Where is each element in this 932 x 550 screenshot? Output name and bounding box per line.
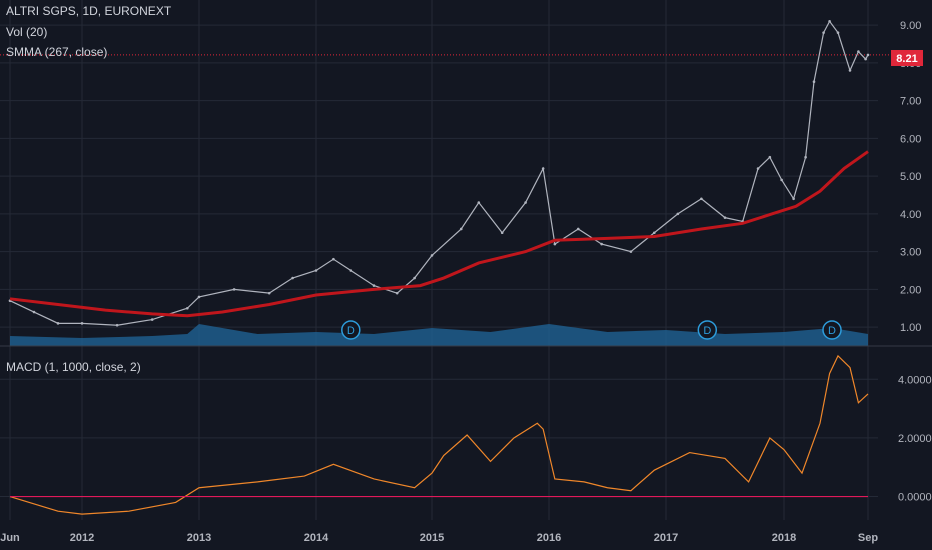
price-point [768,155,772,159]
price-point [459,227,463,231]
y-tick-label: 9.00 [900,20,921,32]
price-point [629,250,633,253]
y-tick-label: 2.00 [900,284,921,296]
price-series [8,20,870,327]
grid [0,0,890,520]
dividend-marker [697,320,718,340]
x-tick-label: 2018 [772,532,796,544]
price-point [848,69,852,72]
price-point [332,257,335,261]
price-point [524,201,527,204]
price-point [500,231,504,235]
price-point [314,269,318,272]
y-tick-label: 7.00 [900,96,921,108]
price-point [700,197,703,201]
axes: Jun 2012 2013 2014 2015 2016 2017 2018 Sep 1.00 2.… [0,20,931,544]
price-point [600,242,603,246]
legend-macd[interactable]: MACD (1, 1000, close, 2) [6,360,141,374]
price-point [413,276,416,280]
volume-fill [10,324,868,346]
price-point [804,155,807,159]
price-point [56,322,60,325]
price-point [430,254,434,257]
price-point [267,291,271,295]
price-point [723,216,727,219]
price-point [150,318,154,321]
dividend-marker-label: D [828,325,836,337]
price-point [232,288,236,291]
price-point [676,212,680,216]
x-tick-label: 2012 [70,532,94,544]
x-tick-label: Sep [858,532,878,544]
smma-line [9,150,869,318]
macd-y-tick-label: 4.0000 [898,374,932,386]
x-tick-label: Jun [0,532,20,544]
macd-y-tick-label: 2.0000 [898,433,932,445]
price-point [857,50,860,53]
price-point [653,231,656,235]
price-point [828,20,831,23]
price-point [576,227,580,231]
price-point [822,31,825,34]
price-point [372,284,376,287]
price-point [780,178,783,182]
y-tick-label: 3.00 [900,247,921,259]
price-point [477,201,481,204]
price-point [836,31,840,34]
price-point [395,291,399,295]
price-point [553,242,557,246]
smma-path [9,150,869,318]
macd-series [9,354,869,515]
price-point [792,197,795,201]
x-tick-label: 2017 [654,532,678,544]
price-point [186,306,189,310]
dividend-marker [341,320,361,340]
dividend-marker [822,320,842,340]
price-point [541,167,545,170]
price-point [80,322,84,325]
last-price-value: 8.21 [896,53,917,65]
x-tick-label: 2016 [537,532,561,544]
price-point [291,276,294,280]
x-tick-label: 2015 [420,532,444,544]
price-point [197,295,201,299]
price-point [756,167,760,170]
y-tick-label: 4.00 [900,209,921,221]
price-point [349,269,353,272]
last-price-badge-bg [891,50,923,66]
legend-volume[interactable]: Vol (20) [6,25,48,39]
macd-y-tick-label: 0.0000 [898,492,932,504]
legend-smma[interactable]: SMMA (267, close) [6,45,108,59]
x-tick-label: 2014 [304,532,329,544]
price-point [115,323,119,327]
price-point [32,310,36,314]
y-tick-label: 1.00 [900,322,921,334]
y-tick-label: 5.00 [900,171,921,183]
y-tick-label: 6.00 [900,133,921,145]
macd-line [9,354,869,515]
x-tick-label: 2013 [187,532,211,544]
price-point [866,53,870,57]
last-price-badge: 8.21 [891,50,923,66]
volume-area [10,324,868,346]
legend-symbol[interactable]: ALTRI SGPS, 1D, EURONEXT [6,4,172,18]
price-point [864,57,867,61]
dividend-marker-label: D [703,325,711,337]
price-point [812,80,816,84]
dividend-marker-label: D [347,325,355,337]
